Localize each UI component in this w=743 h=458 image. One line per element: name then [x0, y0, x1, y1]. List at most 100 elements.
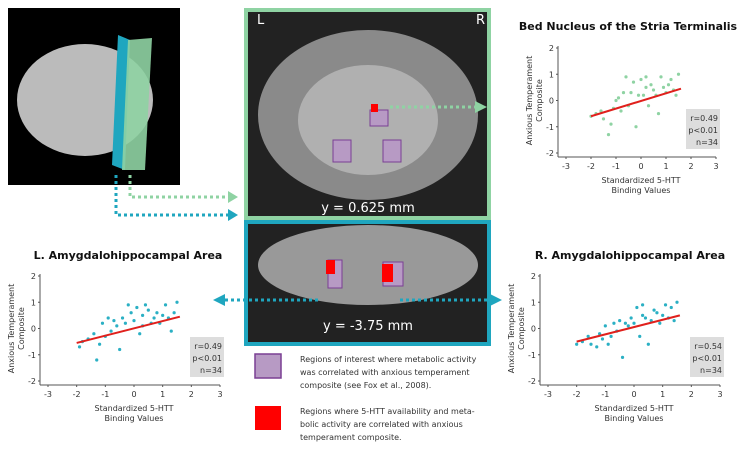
trend-line — [576, 314, 681, 343]
arrowhead — [228, 209, 238, 221]
point — [123, 321, 127, 325]
point — [129, 311, 133, 315]
y-tick-label: 1 — [31, 298, 36, 307]
point — [616, 96, 621, 100]
point — [631, 80, 636, 84]
point — [661, 313, 665, 317]
point — [674, 93, 678, 97]
y-axis-label: Composite — [517, 307, 526, 350]
side-label: L — [257, 13, 265, 28]
legend-text: Regions of interest where metabolic acti… — [300, 355, 477, 364]
point — [112, 319, 116, 323]
point — [601, 117, 606, 121]
point — [599, 109, 603, 113]
point — [612, 321, 616, 325]
chart-title: L. Amygdalohippocampal Area — [34, 249, 223, 262]
point — [589, 342, 593, 346]
x-tick-label: 0 — [638, 162, 643, 171]
stats-box — [190, 337, 224, 377]
stats-text: p<0.01 — [688, 126, 718, 135]
y-tick-label: 0 — [531, 325, 536, 334]
point — [595, 345, 599, 349]
legend-text: was correlated with anxious temperament — [300, 368, 470, 377]
point — [659, 75, 663, 79]
point — [672, 319, 676, 323]
point — [666, 83, 671, 87]
point — [98, 342, 102, 346]
point — [143, 303, 148, 307]
x-tick-label: -2 — [573, 390, 581, 399]
x-tick-label: 3 — [717, 390, 722, 399]
x-tick-label: -3 — [44, 390, 52, 399]
point — [163, 303, 168, 307]
arrowhead — [475, 101, 487, 113]
brain-slice — [298, 65, 438, 175]
x-tick-label: 3 — [713, 162, 718, 171]
stats-text: p<0.01 — [692, 354, 722, 363]
y-tick-label: -1 — [28, 351, 36, 360]
roi — [382, 139, 402, 163]
y-tick-label: 1 — [549, 70, 554, 79]
stats-text: n=34 — [200, 366, 222, 375]
point — [669, 77, 673, 82]
brain-slice — [258, 225, 478, 305]
y-tick-label: -2 — [546, 149, 554, 158]
point — [634, 125, 638, 129]
slice-plane — [122, 38, 152, 170]
point — [641, 93, 646, 97]
point — [109, 329, 113, 333]
x-tick-label: 1 — [160, 390, 165, 399]
point — [146, 308, 150, 312]
x-axis-label: Binding Values — [105, 414, 164, 423]
x-tick-label: 2 — [189, 390, 194, 399]
x-axis-label: Standardized 5-HTT — [95, 404, 174, 413]
point — [655, 311, 659, 315]
stats-box — [690, 337, 724, 377]
roi-red — [371, 104, 378, 112]
point — [620, 355, 625, 359]
point — [658, 321, 662, 325]
point — [155, 311, 159, 315]
point — [643, 316, 648, 320]
y-tick-label: -1 — [546, 123, 554, 132]
slice-label: y = -3.75 mm — [323, 319, 413, 334]
point — [586, 334, 590, 338]
point — [126, 303, 130, 307]
trend-line — [590, 87, 682, 118]
point — [606, 133, 611, 137]
point — [629, 91, 633, 95]
x-tick-label: 1 — [660, 390, 665, 399]
x-tick-label: -1 — [601, 390, 609, 399]
slice-label: y = 0.625 mm — [321, 201, 415, 216]
x-tick-label: -2 — [587, 162, 595, 171]
point — [624, 75, 628, 79]
y-tick-label: 2 — [531, 272, 536, 281]
point — [603, 324, 607, 328]
point — [600, 337, 605, 341]
arrows — [114, 105, 490, 302]
legend-text: composite (see Fox et al., 2008). — [300, 381, 431, 390]
point — [138, 332, 142, 336]
arrowhead — [213, 294, 225, 306]
point — [120, 316, 125, 320]
point — [621, 91, 626, 95]
point — [618, 319, 622, 323]
arrowhead — [228, 191, 238, 203]
point — [92, 332, 96, 336]
x-tick-label: 2 — [688, 162, 693, 171]
side-label: R — [476, 13, 485, 28]
point — [606, 342, 610, 346]
point — [106, 316, 110, 320]
point — [77, 345, 82, 349]
point — [636, 93, 641, 97]
x-tick-label: 0 — [131, 390, 136, 399]
point — [632, 321, 636, 325]
x-tick-label: 0 — [631, 390, 636, 399]
y-tick-label: 2 — [31, 272, 36, 281]
stats-text: p<0.01 — [192, 354, 222, 363]
point — [614, 98, 618, 103]
point — [575, 342, 579, 346]
point — [135, 305, 139, 310]
y-tick-label: -2 — [28, 377, 36, 386]
point — [649, 83, 653, 87]
